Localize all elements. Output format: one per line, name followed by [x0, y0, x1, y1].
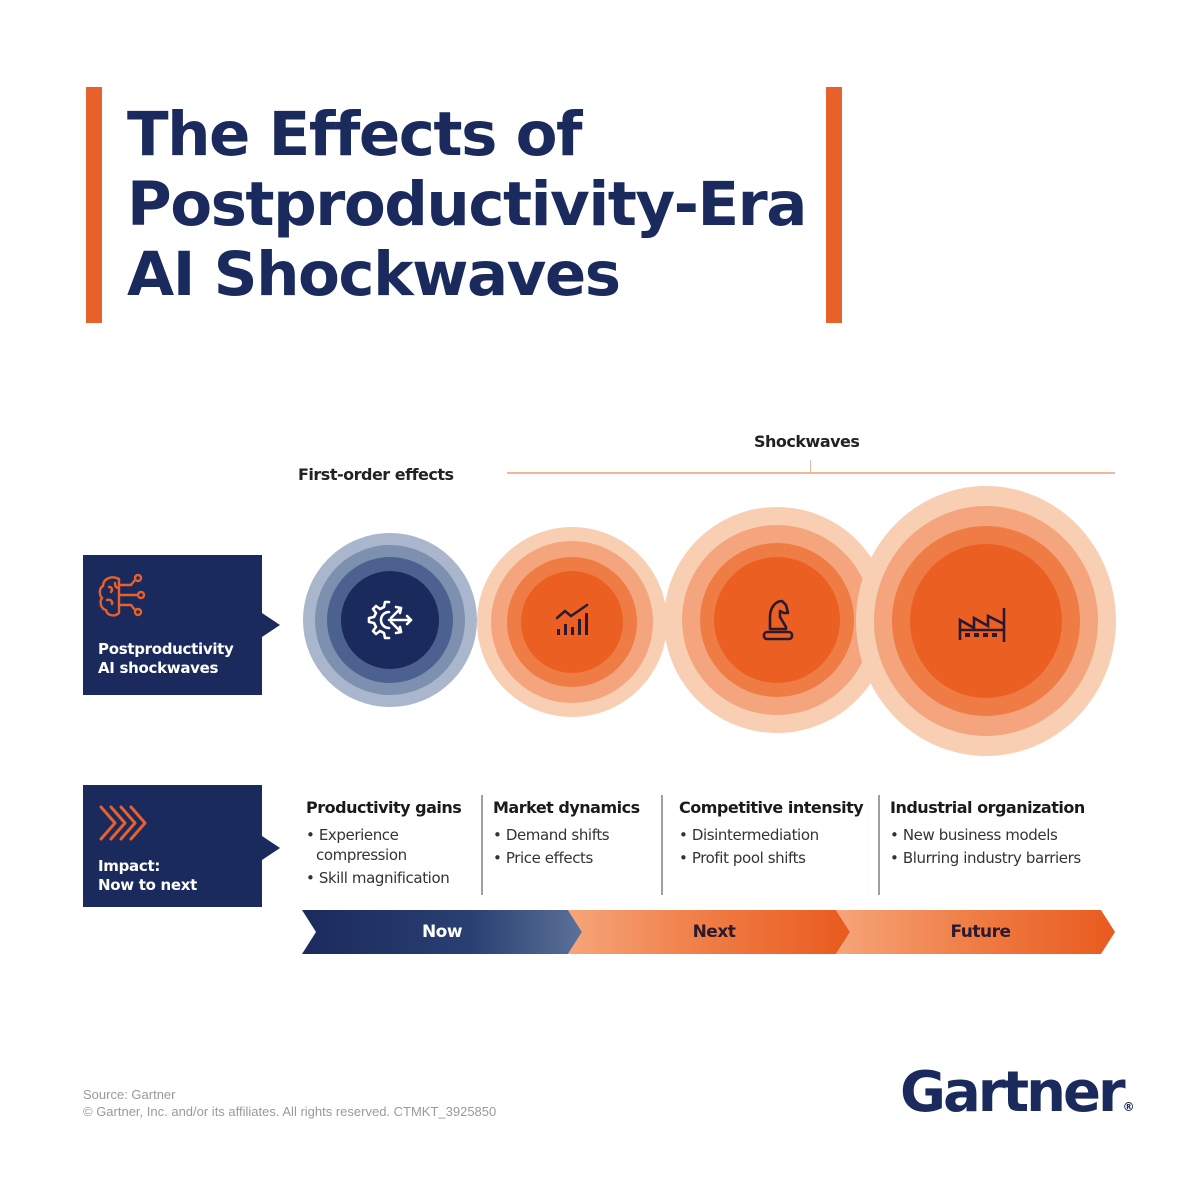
row2-arrow-icon — [262, 836, 280, 860]
postproductivity-label-2: AI shockwaves — [98, 659, 219, 677]
column-productivity-gains: Productivity gains Experience compressio… — [306, 798, 476, 891]
timeline-now-label: Now — [421, 922, 463, 942]
timeline-future-label: Future — [950, 922, 1011, 942]
registered-mark: ® — [1122, 1100, 1135, 1114]
list-item: Profit pool shifts — [679, 848, 874, 868]
list-item: Skill magnification — [306, 868, 476, 888]
postproductivity-box: Postproductivity AI shockwaves — [83, 555, 262, 695]
list-item: Blurring industry barriers — [890, 848, 1120, 868]
chart-growth-icon — [555, 603, 589, 635]
timeline-next-label: Next — [692, 922, 736, 942]
column-divider — [481, 795, 483, 895]
column-heading: Market dynamics — [493, 798, 640, 817]
gartner-logo: Gartner® — [900, 1060, 1135, 1125]
timeline-next: Next — [568, 910, 850, 954]
column-heading: Industrial organization — [890, 798, 1085, 817]
gear-arrows-icon — [367, 600, 413, 640]
column-heading: Productivity gains — [306, 798, 462, 817]
first-order-circle — [303, 533, 477, 707]
factory-icon — [958, 608, 1006, 642]
column-divider — [661, 795, 663, 895]
title-line-2: Postproductivity-Era — [127, 169, 807, 240]
chevrons-right-icon — [99, 805, 147, 841]
title-right-accent-bar — [826, 87, 842, 323]
column-industrial-organization: Industrial organization New business mod… — [890, 798, 1120, 871]
timeline-now: Now — [302, 910, 582, 954]
brain-circuit-icon — [98, 573, 146, 617]
industrial-organization-circle — [856, 486, 1116, 756]
impact-label-2: Now to next — [98, 876, 198, 894]
timeline-future: Future — [836, 910, 1115, 954]
title-left-accent-bar — [86, 87, 102, 323]
impact-box: Impact: Now to next — [83, 785, 262, 907]
list-item: Disintermediation — [679, 825, 874, 845]
chess-knight-icon — [762, 599, 794, 641]
logo-text: Gartner — [900, 1060, 1126, 1125]
column-divider — [878, 795, 880, 895]
competitive-intensity-circle — [664, 507, 890, 733]
list-item: Experience compression — [306, 825, 431, 865]
column-market-dynamics: Market dynamics Demand shifts Price effe… — [493, 798, 658, 871]
shockwaves-label: Shockwaves — [754, 432, 860, 451]
column-heading: Competitive intensity — [679, 798, 864, 817]
column-competitive-intensity: Competitive intensity Disintermediation … — [679, 798, 874, 871]
copyright-text: © Gartner, Inc. and/or its affiliates. A… — [83, 1104, 497, 1119]
market-dynamics-circle — [477, 527, 667, 717]
list-item: New business models — [890, 825, 1120, 845]
shockwaves-bracket-tick — [810, 460, 811, 473]
list-item: Price effects — [493, 848, 658, 868]
title-line-3: AI Shockwaves — [127, 239, 621, 310]
source-text: Source: Gartner — [83, 1087, 176, 1102]
title-line-1: The Effects of — [127, 99, 583, 170]
first-order-effects-label: First-order effects — [298, 465, 454, 484]
page-title: The Effects of Postproductivity-Era AI S… — [127, 99, 807, 310]
postproductivity-label-1: Postproductivity — [98, 640, 234, 658]
footer-source: Source: Gartner © Gartner, Inc. and/or i… — [83, 1086, 496, 1120]
impact-label-1: Impact: — [98, 857, 161, 875]
shockwaves-bracket-line — [507, 472, 1115, 474]
list-item: Demand shifts — [493, 825, 658, 845]
row1-arrow-icon — [262, 613, 280, 637]
